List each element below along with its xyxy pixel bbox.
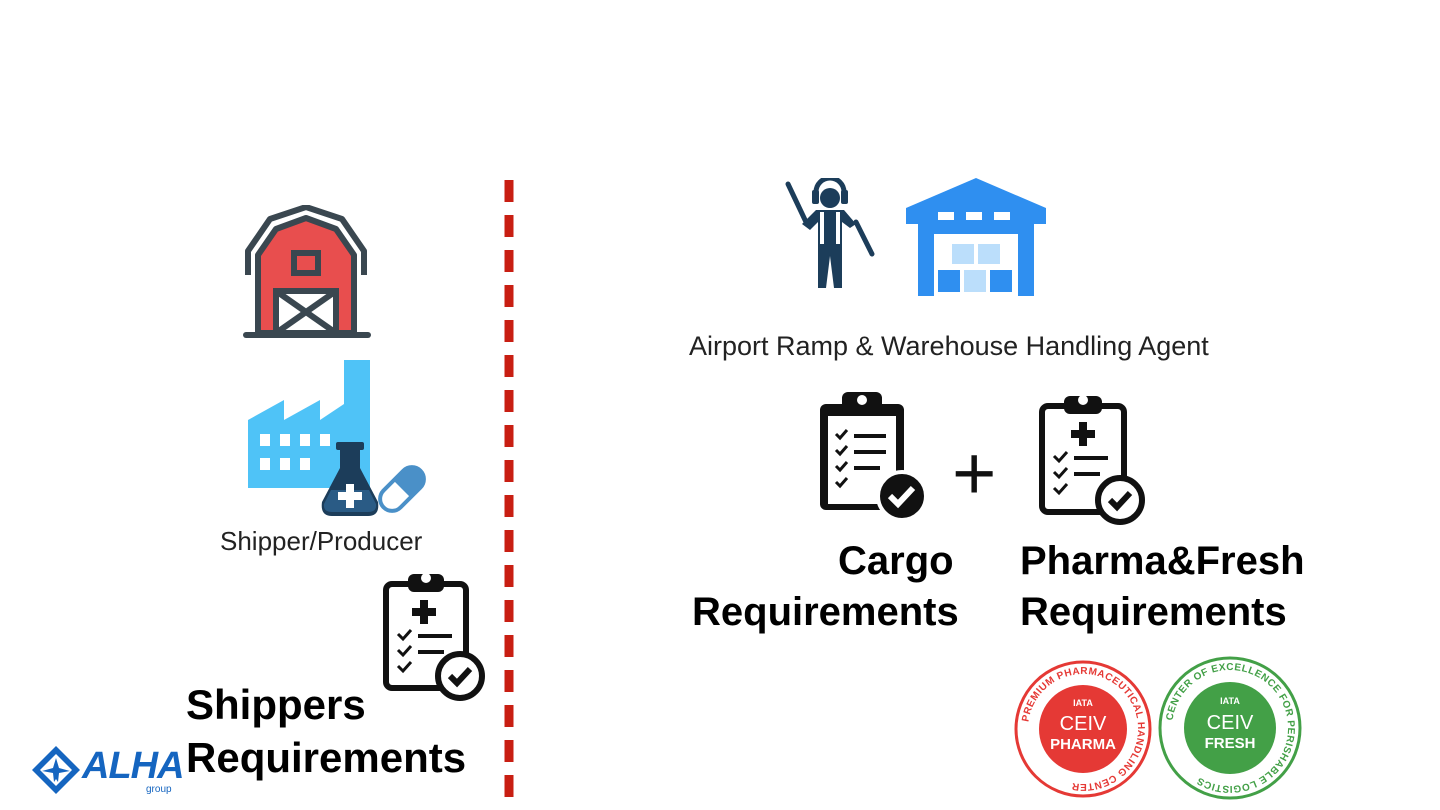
ceiv-pharma-badge: PREMIUM PHARMACEUTICAL HANDLING CENTER I… [1014,660,1152,798]
warehouse-icon [906,178,1046,296]
section-divider [504,180,514,798]
ramp-agent-icon [785,178,875,288]
fresh-word: FRESH [1205,735,1256,752]
pharma-word: PHARMA [1050,736,1116,753]
shippers-requirements-line1: Shippers [186,681,366,728]
clipboard-medical-icon [383,573,485,701]
logo-name: ALHA [82,745,185,787]
shippers-requirements-line2: Requirements [186,734,467,781]
flask-icon [321,442,379,516]
pharma-requirements-line1: Pharma&Fresh [1020,539,1305,583]
alha-logo: ALHA group [30,744,185,800]
cargo-requirements-line1: Cargo [838,539,954,583]
logo-plane-icon [32,746,80,794]
shipper-label: Shipper/Producer [220,526,423,556]
fresh-iata: IATA [1220,696,1240,706]
logo-sub: group [146,784,172,795]
agent-label: Airport Ramp & Warehouse Handling Agent [689,331,1209,361]
pharma-iata: IATA [1073,698,1093,708]
barn-icon [243,205,371,338]
cargo-requirements-line2: Requirements [692,590,959,634]
fresh-ceiv: CEIV [1207,712,1254,734]
pharma-ceiv: CEIV [1060,713,1107,735]
pill-icon [378,465,426,513]
factory-icon [248,360,370,488]
clipboard-medical-icon-right [1039,395,1145,525]
plus-sign: + [952,431,997,516]
clipboard-check-icon [820,392,928,522]
pharma-requirements-line2: Requirements [1020,590,1287,634]
ceiv-fresh-badge: CENTER OF EXCELLENCE FOR PERISHABLE LOGI… [1158,656,1302,800]
